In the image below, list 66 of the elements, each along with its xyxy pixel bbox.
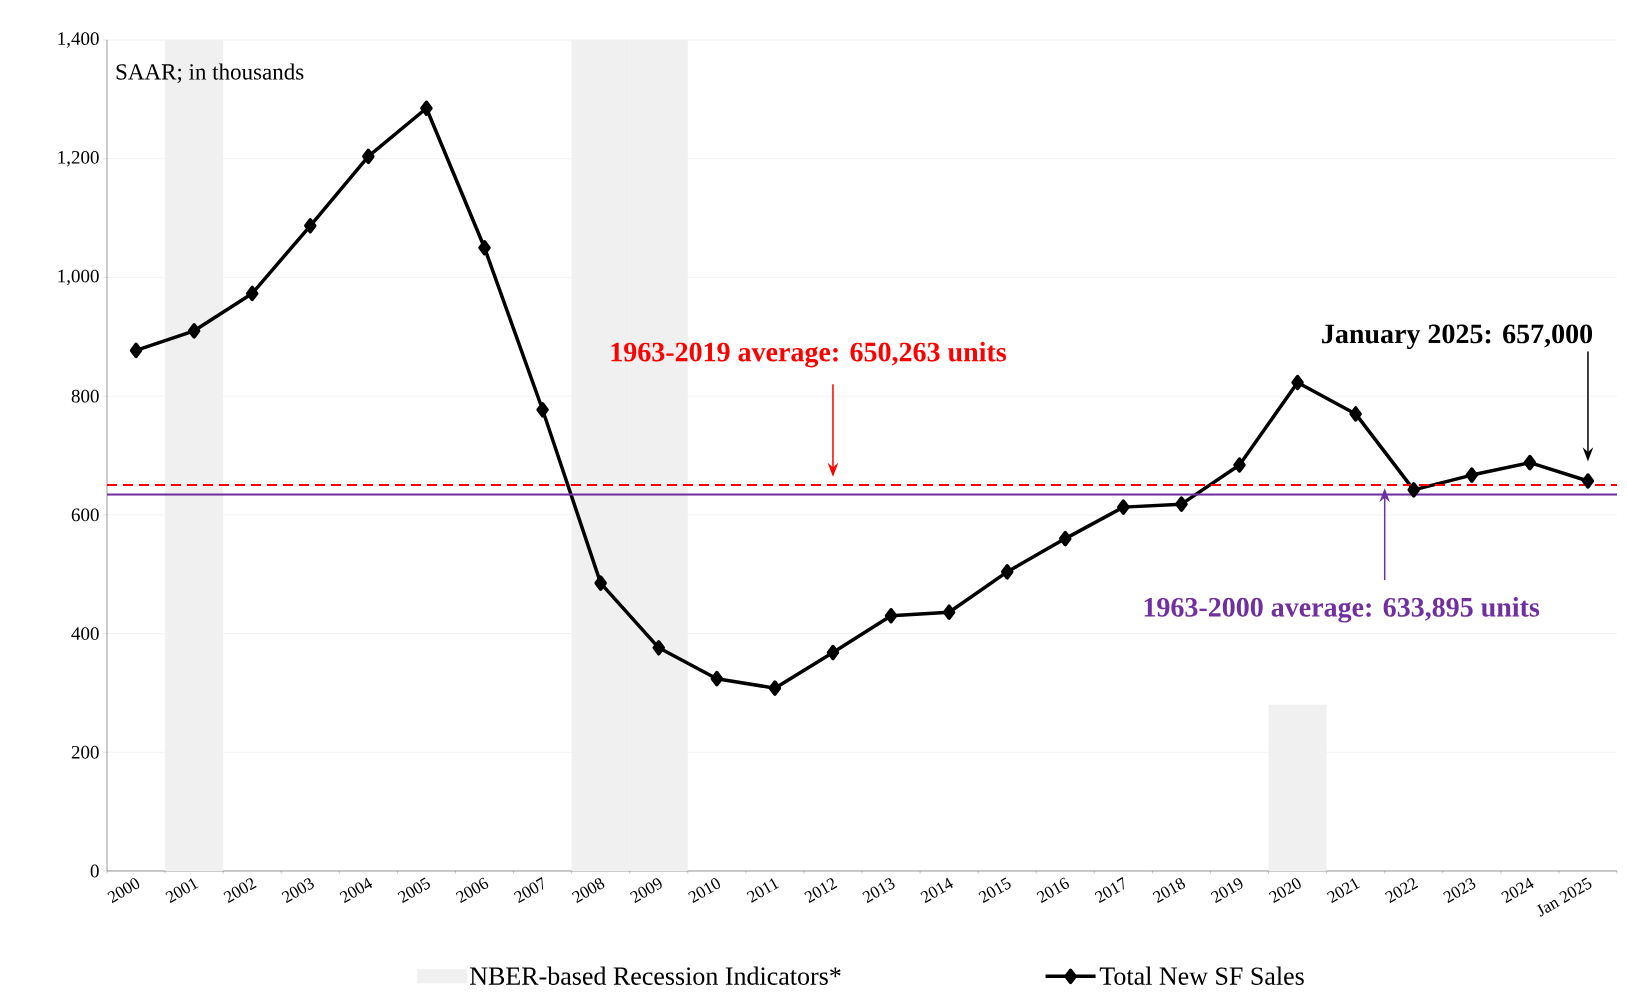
point — [420, 100, 433, 116]
annotation: SAAR; in thousands — [116, 63, 304, 83]
point — [1581, 473, 1595, 489]
point — [536, 402, 549, 418]
y-tick-label: 0 — [90, 864, 99, 878]
y-tick-label: 1,200 — [58, 150, 99, 167]
point — [884, 608, 898, 624]
point — [826, 644, 840, 661]
legend-label: Total New SF Sales — [1099, 966, 1304, 985]
x-tick-label: 2011 — [746, 878, 780, 903]
x-tick-label: 2001 — [165, 878, 199, 904]
point — [304, 218, 317, 234]
x-tick-label: 2006 — [455, 877, 489, 904]
point — [1407, 482, 1420, 498]
x-tick-label: 2023 — [1443, 878, 1476, 904]
annotation: January 2025: 657,000 — [1322, 324, 1593, 350]
x-tick-label: 2013 — [862, 878, 895, 904]
x-tick-label: 2003 — [281, 878, 314, 904]
x-tick-label: 2009 — [630, 878, 662, 904]
ref-line-label: 1963-2000 average: 633,895 units — [1144, 597, 1540, 623]
point — [187, 323, 201, 339]
point — [1349, 406, 1362, 422]
point — [710, 670, 724, 687]
y-tick-label: 1,000 — [58, 269, 99, 286]
point — [129, 342, 143, 359]
y-tick-label: 1,400 — [58, 32, 99, 48]
point — [362, 148, 375, 165]
ref-line-label: 1963-2019 average: 650,263 units — [611, 341, 1007, 368]
x-tick-label: Jan 2025 — [1536, 877, 1592, 917]
x-tick-label: 2008 — [571, 878, 605, 904]
point — [1233, 457, 1246, 473]
x-tick-label: 2021 — [1326, 878, 1360, 904]
point — [1291, 374, 1304, 391]
x-tick-label: 2017 — [1094, 877, 1124, 904]
x-tick-label: 2005 — [397, 877, 430, 904]
x-tick-label: 2010 — [688, 878, 721, 904]
point — [1465, 467, 1479, 483]
x-tick-label: 2016 — [1036, 877, 1069, 904]
x-tick-label: 2024 — [1501, 877, 1534, 904]
x-tick-label: 2007 — [513, 877, 544, 904]
x-tick-label: 2015 — [978, 877, 1011, 904]
point — [1117, 499, 1130, 515]
legend-label: NBER-based Recession Indicators* — [469, 966, 841, 985]
y-tick-label: 200 — [71, 745, 99, 759]
x-tick-label: 2002 — [223, 878, 257, 904]
point — [1059, 530, 1072, 547]
x-tick-label: 2022 — [1385, 878, 1419, 904]
point — [594, 575, 607, 591]
point — [1523, 454, 1537, 471]
x-tick-label: 2018 — [1152, 878, 1186, 904]
y-tick-label: 600 — [71, 508, 99, 522]
y-tick-label: 400 — [71, 627, 99, 640]
point — [768, 680, 782, 696]
point — [1175, 496, 1188, 512]
point — [942, 604, 956, 620]
point — [478, 239, 491, 256]
point — [1000, 564, 1014, 580]
point — [245, 285, 259, 302]
point — [652, 640, 665, 656]
x-tick-label: 2000 — [107, 878, 140, 904]
x-tick-label: 2019 — [1210, 878, 1243, 904]
x-tick-label: 2004 — [339, 877, 373, 904]
x-tick-label: 2020 — [1268, 878, 1301, 904]
x-tick-label: 2014 — [920, 877, 953, 904]
y-tick-label: 800 — [71, 389, 99, 403]
x-tick-label: 2012 — [804, 878, 838, 904]
